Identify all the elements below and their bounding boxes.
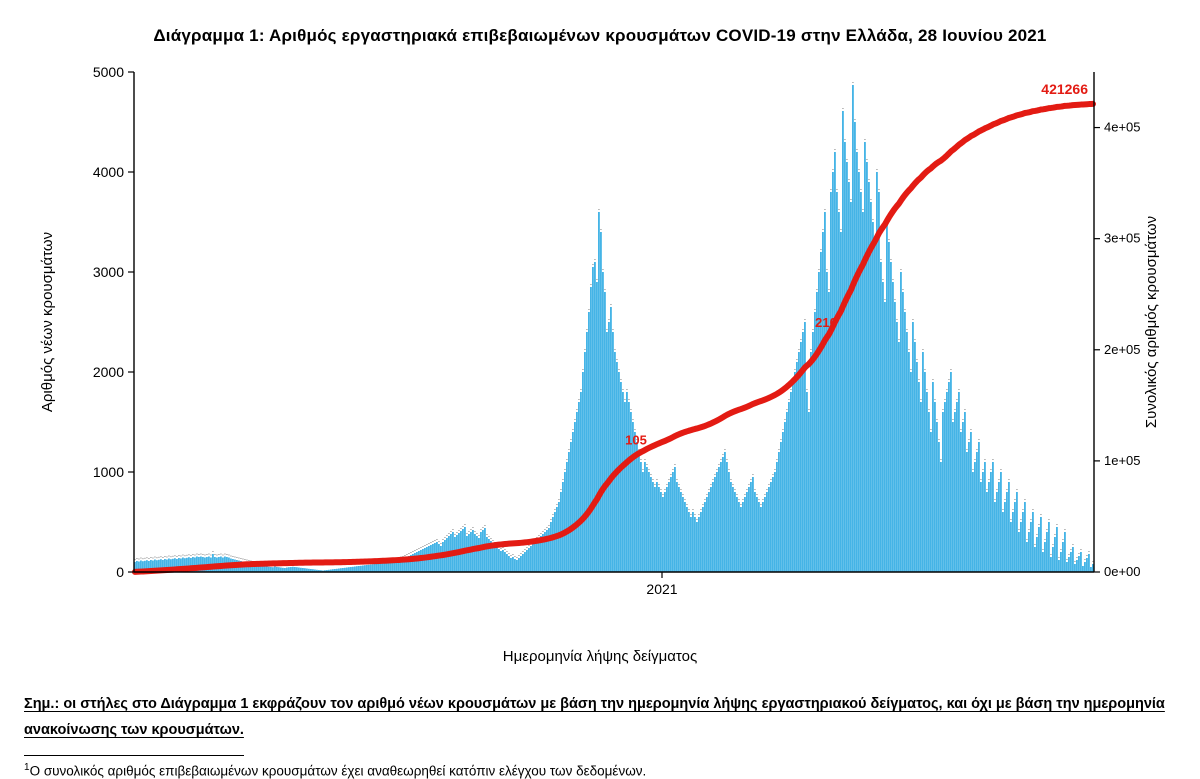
footnote-rule <box>24 755 244 756</box>
chart-container: 0 1000 2000 3000 4000 5000 0e+00 1e+05 2e+05 3e+0… <box>24 52 1176 642</box>
svg-text:Συνολικός αριθμός κρουσμάτων: Συνολικός αριθμός κρουσμάτων <box>1143 216 1160 428</box>
svg-text:2000: 2000 <box>93 364 124 380</box>
svg-text:3e+05: 3e+05 <box>1104 231 1141 246</box>
svg-text:2021: 2021 <box>646 581 677 597</box>
svg-text:2e+05: 2e+05 <box>1104 342 1141 357</box>
svg-text:1000: 1000 <box>93 464 124 480</box>
svg-text:421266: 421266 <box>1041 81 1088 97</box>
page-root: Διάγραμμα 1: Αριθμός εργαστηριακά επιβεβ… <box>0 0 1200 776</box>
footnote: 1Ο συνολικός αριθμός επιβεβαιωμένων κρου… <box>24 762 1176 779</box>
chart-title: Διάγραμμα 1: Αριθμός εργαστηριακά επιβεβ… <box>24 26 1176 46</box>
svg-text:4e+05: 4e+05 <box>1104 120 1141 135</box>
footnote-text: Ο συνολικός αριθμός επιβεβαιωμένων κρουσ… <box>30 764 647 779</box>
svg-text:105: 105 <box>625 432 647 447</box>
svg-text:1e+05: 1e+05 <box>1104 453 1141 468</box>
svg-text:0: 0 <box>116 564 124 580</box>
svg-text:5000: 5000 <box>93 64 124 80</box>
chart-note: Σημ.: οι στήλες στο Διάγραμμα 1 εκφράζου… <box>24 691 1176 743</box>
svg-text:3000: 3000 <box>93 264 124 280</box>
svg-text:0e+00: 0e+00 <box>1104 564 1141 579</box>
svg-text:4000: 4000 <box>93 164 124 180</box>
x-axis-label: Ημερομηνία λήψης δείγματος <box>24 648 1176 665</box>
svg-text:Αριθμός νέων κρουσμάτων: Αριθμός νέων κρουσμάτων <box>39 232 56 412</box>
chart-svg: 0 1000 2000 3000 4000 5000 0e+00 1e+05 2e+05 3e+0… <box>24 52 1176 642</box>
svg-text:210: 210 <box>815 315 837 330</box>
